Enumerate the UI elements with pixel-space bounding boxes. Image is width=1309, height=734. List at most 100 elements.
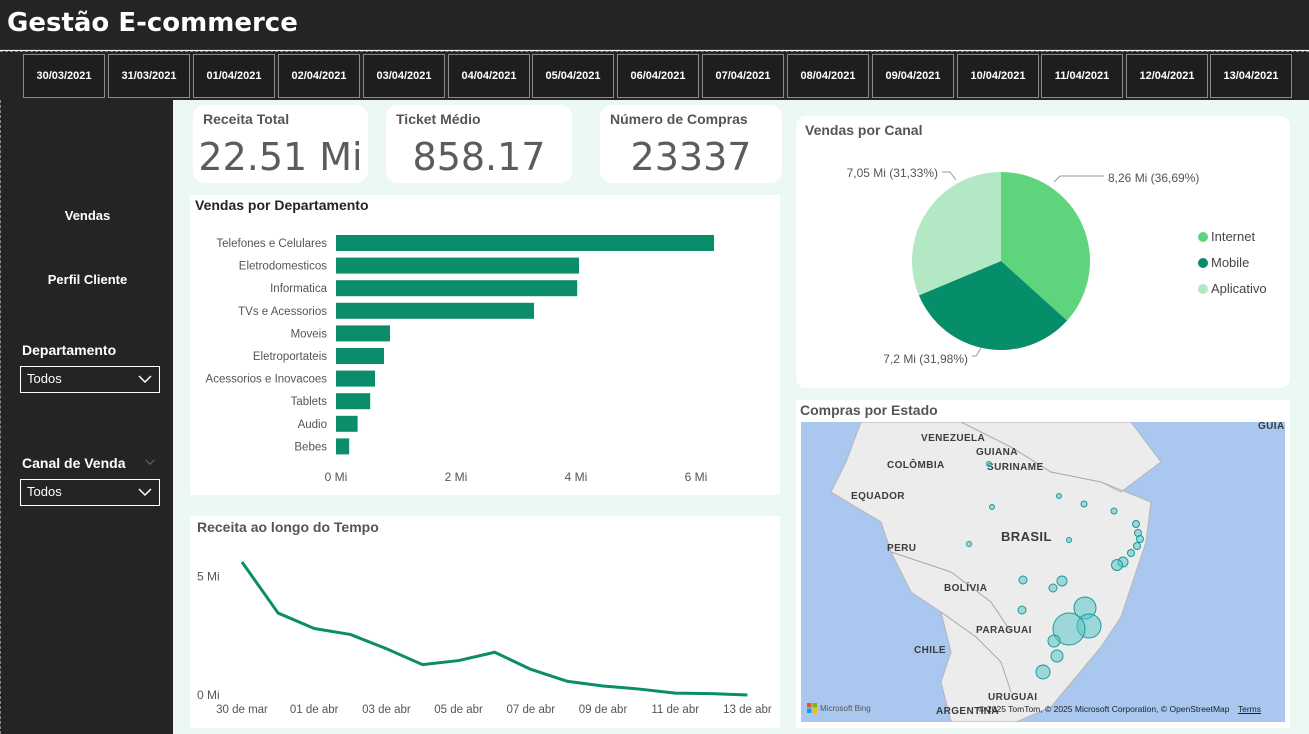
y-tick-label: 5 Mi [197, 569, 220, 583]
canal-dropdown[interactable]: Todos [20, 479, 160, 506]
map-bubble [1056, 493, 1062, 499]
date-button[interactable]: 05/04/2021 [532, 54, 614, 98]
bar[interactable] [336, 280, 578, 297]
kpi-value: 858.17 [412, 135, 546, 179]
date-button[interactable]: 09/04/2021 [872, 54, 954, 98]
map-label-argentina: ARGENTINA [936, 706, 1000, 717]
nav-perfil-cliente[interactable]: Perfil Cliente [47, 272, 128, 287]
x-tick-label: 13 de abr [723, 704, 772, 716]
kpi-label: Número de Compras [610, 111, 748, 127]
pie-slice[interactable] [918, 261, 1068, 350]
chevron-down-icon[interactable] [144, 456, 156, 468]
bar-category-label: Audio [298, 419, 327, 431]
top-bar: Gestão E-commerce [0, 0, 1309, 50]
panel-title: Compras por Estado [800, 402, 938, 418]
date-button[interactable]: 13/04/2021 [1210, 54, 1292, 98]
map-land [830, 422, 1162, 722]
pie-slice[interactable] [1001, 172, 1090, 321]
panel-title: Receita ao longo do Tempo [197, 519, 379, 535]
x-tick-label: 07 de abr [506, 704, 555, 716]
map-attribution: © 2025 TomTom, © 2025 Microsoft Corporat… [978, 704, 1261, 714]
map-label-venezuela: VENEZUELA [921, 433, 986, 444]
map-bubble [1052, 612, 1086, 646]
x-tick-label: 01 de abr [290, 704, 339, 716]
bar[interactable] [336, 235, 714, 251]
legend-dot-icon [1198, 231, 1208, 242]
date-button[interactable]: 08/04/2021 [787, 54, 869, 98]
tempo-chart-panel: Receita ao longo do Tempo 0 Mi 5 Mi 30 de … [190, 516, 780, 728]
nav-vendas[interactable]: Vendas [64, 208, 111, 223]
bar-category-label: Tablets [291, 396, 328, 408]
map[interactable]: VENEZUELA GUIANA COLÔMBIA SURINAME EQUAD… [801, 422, 1285, 722]
terms-link[interactable]: Terms [1237, 704, 1261, 714]
date-button[interactable]: 02/04/2021 [278, 54, 360, 98]
legend-item-mobile[interactable]: Mobile [1198, 255, 1249, 270]
bar[interactable] [336, 370, 375, 387]
map-bubble [1066, 537, 1072, 543]
bar[interactable] [336, 325, 390, 342]
pie-data-label: 8,26 Mi (36,69%) [1108, 171, 1199, 185]
bar-category-label: Bebes [294, 441, 327, 453]
x-tick-label: 6 Mi [685, 470, 708, 484]
bar[interactable] [336, 257, 579, 274]
bar[interactable] [336, 415, 358, 432]
map-bubble [1056, 575, 1068, 587]
map-label-guia: GUIA [1258, 422, 1285, 432]
map-label-chile: CHILE [914, 645, 946, 656]
departamento-chart-panel: Vendas por Departamento Telefones e Celu… [190, 195, 780, 495]
date-button[interactable]: 01/04/2021 [193, 54, 275, 98]
bar[interactable] [336, 438, 350, 455]
pie-slice[interactable] [912, 172, 1001, 296]
line-chart[interactable]: 0 Mi 5 Mi 30 de mar 01 de abr 03 de abr 05 de… [190, 516, 780, 728]
map-bubble [1111, 559, 1123, 571]
map-bubble [1048, 583, 1058, 593]
departamento-value: Todos [27, 371, 62, 386]
map-bubble [1133, 542, 1141, 550]
x-tick-label: 0 Mi [325, 470, 348, 484]
legend-item-aplicativo[interactable]: Aplicativo [1198, 281, 1267, 296]
kpi-card-ticket: Ticket Médio 858.17 [386, 105, 572, 183]
chevron-down-icon [138, 488, 152, 497]
bar[interactable] [336, 393, 371, 410]
date-button[interactable]: 30/03/2021 [23, 54, 105, 98]
map-bubble [1050, 649, 1064, 663]
map-bubble [1080, 500, 1088, 508]
kpi-value: 22.51 Mi [198, 135, 363, 179]
kpi-label: Receita Total [203, 111, 290, 127]
date-button[interactable]: 31/03/2021 [108, 54, 190, 98]
date-button[interactable]: 12/04/2021 [1126, 54, 1208, 98]
date-button[interactable]: 04/04/2021 [448, 54, 530, 98]
bar-category-label: Eletrodomesticos [239, 261, 327, 273]
bar[interactable] [336, 348, 384, 364]
bar-category-label: Informatica [270, 283, 327, 295]
bar-chart[interactable]: Telefones e Celulares Eletrodomesticos Inf… [190, 195, 780, 495]
departamento-dropdown[interactable]: Todos [20, 366, 160, 393]
map-bubble [1047, 634, 1061, 648]
filter-label-canal: Canal de Venda [22, 455, 126, 471]
pie-data-label: 7,05 Mi (31,33%) [847, 166, 938, 180]
map-label-brasil: BRASIL [1001, 529, 1052, 544]
attribution-text[interactable]: © 2025 TomTom, © 2025 Microsoft Corporat… [978, 704, 1230, 714]
map-label-suriname: SURINAME [987, 462, 1044, 473]
map-bubble [1017, 605, 1027, 615]
date-button[interactable]: 07/04/2021 [702, 54, 784, 98]
date-button[interactable]: 11/04/2021 [1041, 54, 1123, 98]
map-bubble [1018, 575, 1028, 585]
date-button[interactable]: 03/04/2021 [363, 54, 445, 98]
pie-chart[interactable]: 8,26 Mi (36,69%) 7,2 Mi (31,98%) 7,05 Mi (… [796, 116, 1290, 388]
bar[interactable] [336, 302, 534, 319]
kpi-label: Ticket Médio [396, 111, 481, 127]
map-bubble [1110, 507, 1118, 515]
bar-category-label: Telefones e Celulares [216, 238, 327, 250]
map-label-paraguai: PARAGUAI [976, 625, 1032, 636]
map-bubbles [966, 461, 1144, 680]
date-button[interactable]: 06/04/2021 [617, 54, 699, 98]
map-bubble [966, 541, 972, 547]
date-button[interactable]: 10/04/2021 [957, 54, 1039, 98]
legend-item-internet[interactable]: Internet [1198, 229, 1255, 244]
sidebar: Vendas Perfil Cliente Departamento Todos… [0, 100, 173, 734]
series-line[interactable] [240, 561, 748, 697]
y-tick-label: 0 Mi [197, 688, 220, 702]
microsoft-logo-icon [807, 703, 817, 713]
x-tick-label: 11 de abr [651, 704, 699, 716]
